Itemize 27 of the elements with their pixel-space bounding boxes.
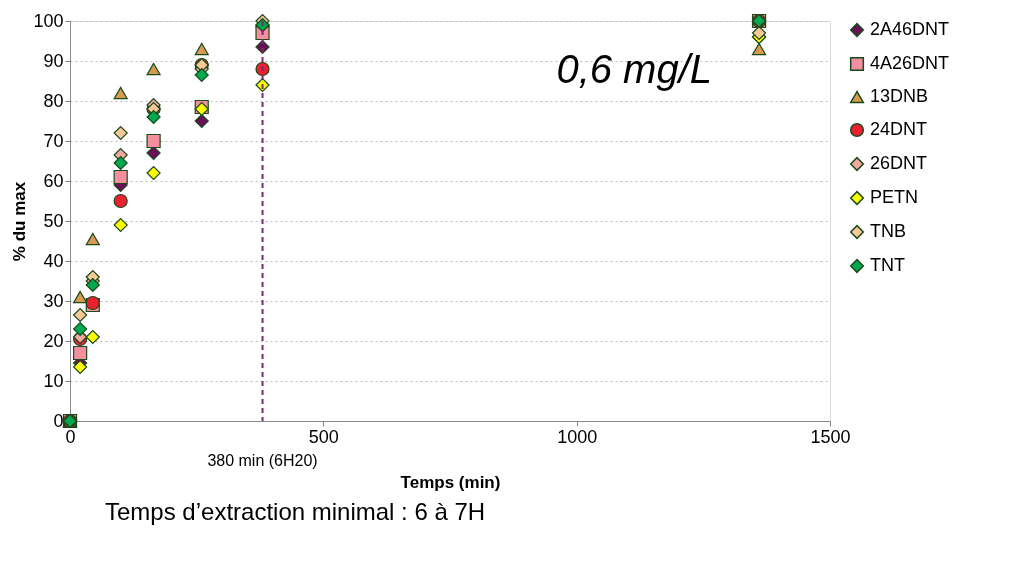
legend-label: PETN: [870, 187, 919, 207]
y-tick-label: 80: [43, 90, 64, 111]
legend-label: 13DNB: [870, 86, 929, 106]
y-tick-label: 70: [43, 130, 64, 151]
legend-label: TNT: [870, 255, 905, 275]
legend-label: 26DNT: [870, 153, 928, 173]
y-axis-title: % du max: [10, 181, 30, 262]
x-tick-label: 1000: [557, 426, 598, 447]
legend-label: 2A46DNT: [870, 19, 950, 39]
y-tick-label: 30: [43, 290, 64, 311]
y-tick-label: 0: [53, 410, 64, 431]
y-tick-label: 90: [43, 50, 64, 71]
y-tick-label: 20: [43, 330, 64, 351]
legend-label: TNB: [870, 221, 906, 241]
y-tick-label: 50: [43, 210, 64, 231]
x-axis-title: Temps (min): [400, 472, 501, 492]
annotation: 0,6 mg/L: [556, 47, 713, 91]
y-tick-label: 60: [43, 170, 64, 191]
y-tick-label: 100: [33, 10, 64, 31]
legend-label: 24DNT: [870, 119, 928, 139]
y-tick-label: 10: [43, 370, 64, 391]
y-tick-label: 40: [43, 250, 64, 271]
text: Temps d’extraction minimal : 6 à 7H: [105, 498, 486, 525]
x-tick-label: 1500: [810, 426, 851, 447]
ref-line-label: 380 min (6H20): [207, 452, 318, 469]
legend-label: 4A26DNT: [870, 53, 950, 73]
x-tick-label: 500: [308, 426, 339, 447]
